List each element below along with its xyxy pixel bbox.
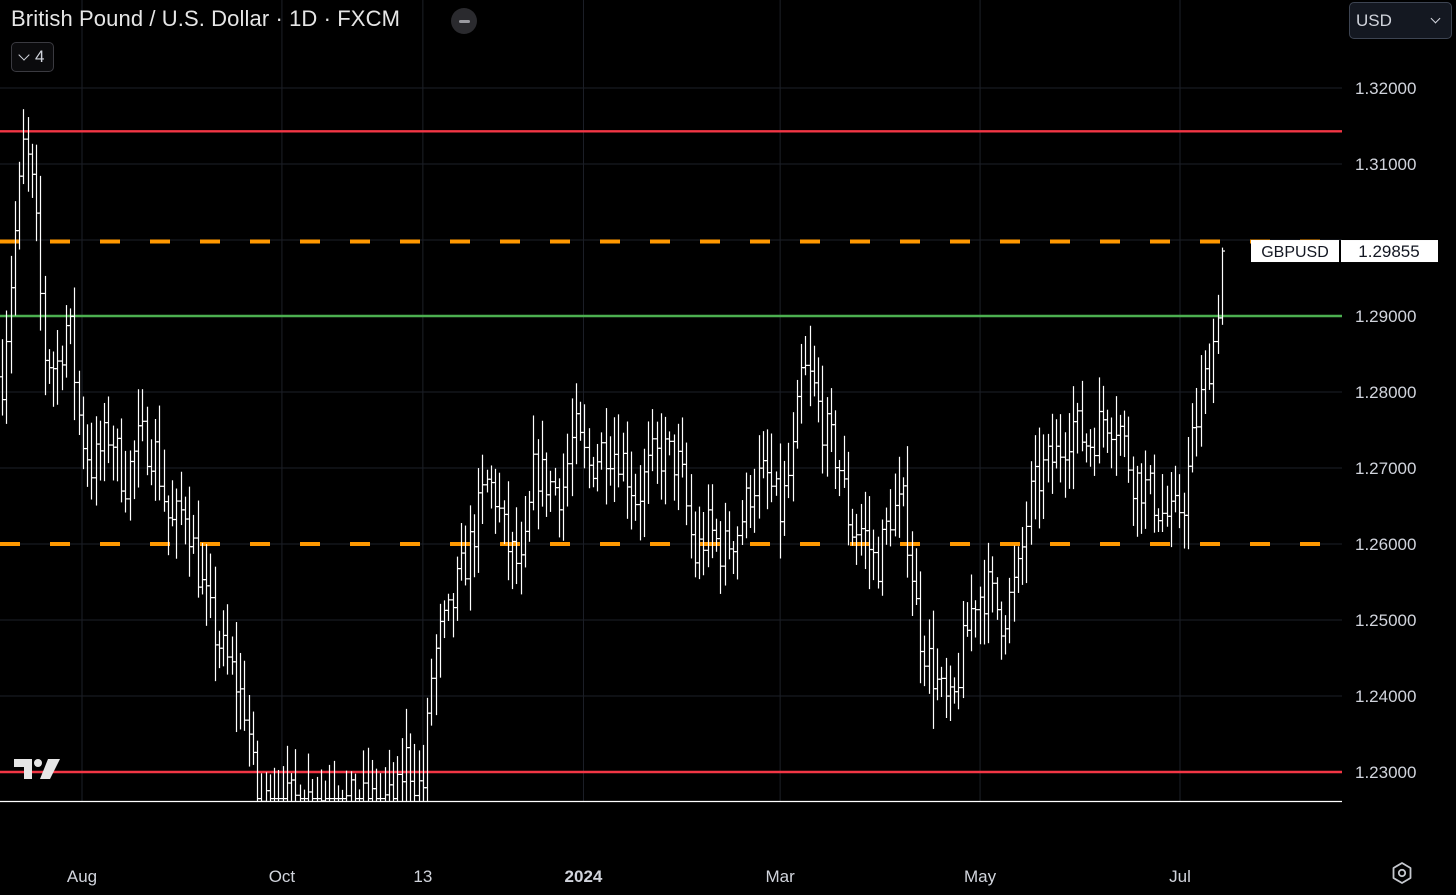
- x-tick-label: Aug: [67, 867, 97, 886]
- y-tick-label: 1.31000: [1355, 155, 1416, 174]
- x-tick-label: Jul: [1169, 867, 1191, 886]
- y-tick-label: 1.27000: [1355, 459, 1416, 478]
- y-tick-label: 1.24000: [1355, 687, 1416, 706]
- x-tick-label: 13: [413, 867, 432, 886]
- time-axis[interactable]: Aug Oct 13 2024 Mar May Jul: [67, 867, 1191, 886]
- horizontal-levels: [0, 130, 1342, 774]
- currency-select[interactable]: USD: [1349, 2, 1452, 39]
- price-axis[interactable]: 1.32000 1.31000 1.29000 1.28000 1.27000 1.260…: [1355, 79, 1416, 782]
- gear-icon[interactable]: [1390, 861, 1414, 885]
- ohlc-bars: [0, 109, 1225, 803]
- chart-grid: [0, 0, 1342, 803]
- chevron-down-icon: [18, 48, 30, 61]
- chevron-down-icon: [1430, 13, 1441, 24]
- symbol-title[interactable]: British Pound / U.S. Dollar · 1D · FXCM: [11, 6, 400, 31]
- y-tick-label: 1.29000: [1355, 307, 1416, 326]
- last-price-label: GBPUSD 1.29855: [1251, 240, 1438, 263]
- y-tick-label: 1.32000: [1355, 79, 1416, 98]
- currency-label: USD: [1356, 10, 1392, 30]
- y-tick-label: 1.26000: [1355, 535, 1416, 554]
- x-tick-label: May: [964, 867, 997, 886]
- indicators-count: 4: [35, 47, 45, 66]
- y-tick-label: 1.25000: [1355, 611, 1416, 630]
- symbol-tag-text: GBPUSD: [1261, 244, 1329, 261]
- x-tick-label: Oct: [269, 867, 296, 886]
- minus-icon[interactable]: [451, 8, 477, 34]
- y-tick-label: 1.23000: [1355, 763, 1416, 782]
- indicators-toggle-button[interactable]: 4: [11, 42, 55, 72]
- last-price-tag: [1341, 240, 1438, 263]
- y-tick-label: 1.28000: [1355, 383, 1416, 402]
- x-tick-label: Mar: [765, 867, 795, 886]
- tradingview-logo-icon[interactable]: [12, 755, 62, 783]
- last-price-value: 1.29855: [1358, 242, 1419, 261]
- symbol-tag: [1251, 240, 1339, 263]
- x-tick-label: 2024: [565, 867, 603, 886]
